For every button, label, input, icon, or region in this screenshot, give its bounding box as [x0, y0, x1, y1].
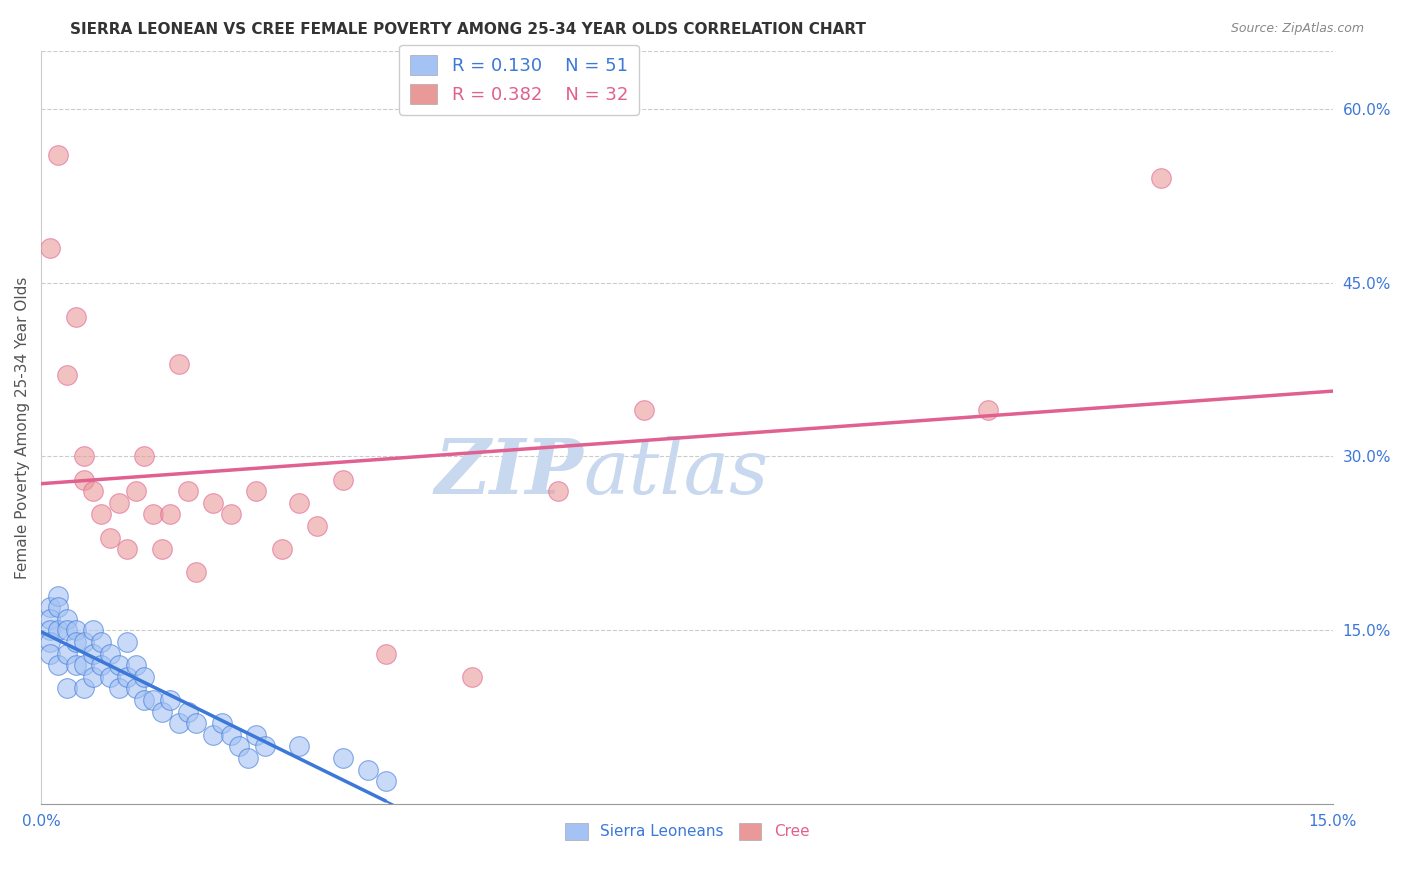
Point	[38, 241, 60, 255]
Point	[288, 739, 311, 754]
Text: SIERRA LEONEAN VS CREE FEMALE POVERTY AMONG 25-34 YEAR OLDS CORRELATION CHART: SIERRA LEONEAN VS CREE FEMALE POVERTY AM…	[70, 22, 866, 37]
Point	[107, 681, 129, 696]
Point	[159, 508, 181, 522]
Point	[73, 658, 96, 673]
Point	[167, 716, 190, 731]
Point	[90, 508, 112, 522]
Point	[73, 635, 96, 649]
Point	[176, 705, 198, 719]
Point	[184, 566, 207, 580]
Point	[38, 612, 60, 626]
Point	[202, 496, 225, 510]
Point	[56, 624, 79, 638]
Point	[374, 647, 396, 661]
Point	[305, 519, 328, 533]
Point	[38, 635, 60, 649]
Point	[82, 484, 104, 499]
Text: atlas: atlas	[583, 435, 769, 509]
Point	[46, 624, 69, 638]
Legend: Sierra Leoneans, Cree: Sierra Leoneans, Cree	[558, 817, 815, 846]
Point	[125, 681, 148, 696]
Y-axis label: Female Poverty Among 25-34 Year Olds: Female Poverty Among 25-34 Year Olds	[15, 277, 30, 579]
Point	[167, 357, 190, 371]
Point	[219, 508, 242, 522]
Point	[82, 624, 104, 638]
Point	[125, 658, 148, 673]
Point	[46, 658, 69, 673]
Point	[288, 496, 311, 510]
Point	[38, 624, 60, 638]
Point	[65, 635, 87, 649]
Point	[150, 705, 173, 719]
Point	[125, 484, 148, 499]
Point	[46, 600, 69, 615]
Point	[176, 484, 198, 499]
Point	[56, 681, 79, 696]
Point	[46, 589, 69, 603]
Point	[46, 148, 69, 162]
Point	[82, 670, 104, 684]
Point	[90, 635, 112, 649]
Point	[236, 751, 259, 765]
Point	[134, 450, 156, 464]
Point	[547, 484, 569, 499]
Point	[219, 728, 242, 742]
Point	[332, 473, 354, 487]
Point	[150, 542, 173, 557]
Point	[245, 484, 267, 499]
Point	[115, 670, 138, 684]
Point	[73, 473, 96, 487]
Point	[65, 310, 87, 325]
Point	[142, 508, 165, 522]
Point	[332, 751, 354, 765]
Point	[56, 368, 79, 383]
Text: ZIP: ZIP	[434, 435, 583, 509]
Point	[98, 670, 121, 684]
Point	[65, 624, 87, 638]
Point	[142, 693, 165, 707]
Point	[56, 612, 79, 626]
Point	[253, 739, 276, 754]
Point	[107, 658, 129, 673]
Point	[1149, 171, 1171, 186]
Point	[228, 739, 250, 754]
Point	[73, 681, 96, 696]
Point	[115, 635, 138, 649]
Point	[374, 774, 396, 789]
Point	[98, 647, 121, 661]
Point	[357, 763, 380, 777]
Point	[56, 647, 79, 661]
Point	[134, 670, 156, 684]
Point	[977, 403, 1000, 417]
Point	[65, 658, 87, 673]
Point	[184, 716, 207, 731]
Point	[271, 542, 294, 557]
Point	[460, 670, 482, 684]
Point	[98, 531, 121, 545]
Point	[159, 693, 181, 707]
Point	[38, 647, 60, 661]
Point	[134, 693, 156, 707]
Point	[107, 496, 129, 510]
Text: Source: ZipAtlas.com: Source: ZipAtlas.com	[1230, 22, 1364, 36]
Point	[115, 542, 138, 557]
Point	[90, 658, 112, 673]
Point	[73, 450, 96, 464]
Point	[245, 728, 267, 742]
Point	[82, 647, 104, 661]
Point	[633, 403, 655, 417]
Point	[38, 600, 60, 615]
Point	[211, 716, 233, 731]
Point	[202, 728, 225, 742]
